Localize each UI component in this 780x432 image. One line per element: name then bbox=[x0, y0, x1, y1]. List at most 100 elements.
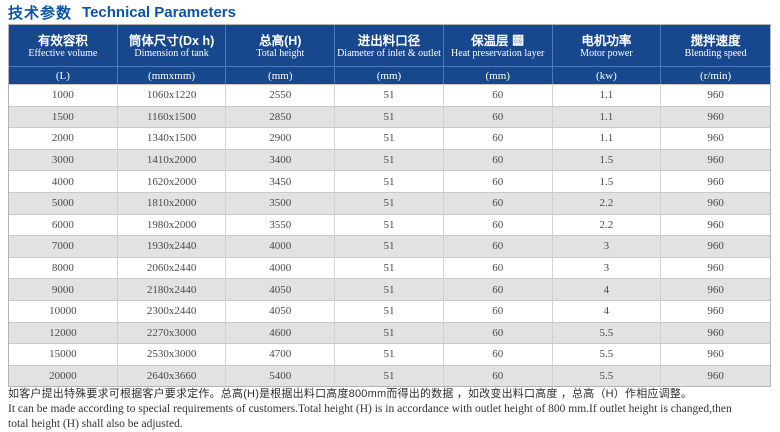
table-cell: 51 bbox=[335, 257, 444, 279]
table-cell: 60 bbox=[444, 214, 553, 236]
header-unit: (L) bbox=[55, 69, 70, 82]
table-cell: 3400 bbox=[226, 149, 336, 171]
table-cell: 60 bbox=[444, 279, 553, 300]
table-row: 2000 1340x1500 2900 51 60 1.1 960 bbox=[9, 127, 770, 149]
header-cell: 进出料口径 Diameter of inlet & outlet (mm) bbox=[335, 25, 444, 84]
table-cell: 4000 bbox=[9, 171, 118, 192]
table-cell: 4050 bbox=[226, 279, 336, 300]
header-label-zh: 搅拌速度 bbox=[690, 33, 741, 48]
table-row: 8000 2060x2440 4000 51 60 3 960 bbox=[9, 256, 770, 279]
table-cell: 2060x2440 bbox=[118, 257, 227, 279]
header-names: 总高(H) Total height bbox=[226, 25, 335, 67]
table-cell: 2640x3660 bbox=[118, 365, 227, 387]
header-cell: 搅拌速度 Blending speed (r/min) bbox=[661, 25, 770, 84]
table-row: 3000 1410x2000 3400 51 60 1.5 960 bbox=[9, 148, 770, 171]
table-cell: 4 bbox=[553, 279, 662, 300]
footnote: 如客户提出特殊要求可根据客户要求定作。总高(H)是根据出料口高度800mm而得出… bbox=[8, 387, 774, 432]
table-header-row: 有效容积 Effective volume (L) 筒体尺寸(Dx h) Dimensi… bbox=[9, 25, 770, 84]
header-names: 进出料口径 Diameter of inlet & outlet bbox=[335, 25, 443, 67]
page-title-en: Technical Parameters bbox=[82, 3, 236, 21]
header-label-zh: 筒体尺寸(Dx h) bbox=[128, 33, 215, 48]
header-names: 有效容积 Effective volume bbox=[9, 25, 117, 67]
table-cell: 51 bbox=[335, 300, 444, 322]
header-unit: (mm) bbox=[485, 69, 510, 82]
table-cell: 60 bbox=[444, 344, 553, 365]
table-cell: 960 bbox=[707, 89, 724, 102]
table-cell: 60 bbox=[444, 128, 553, 149]
table-cell: 60 bbox=[444, 236, 553, 257]
header-unit: (mm) bbox=[376, 69, 402, 82]
table-cell: 2530x3000 bbox=[118, 344, 227, 365]
table-cell: 8000 bbox=[9, 257, 118, 279]
table-cell: 51 bbox=[335, 322, 444, 344]
footnote-zh: 如客户提出特殊要求可根据客户要求定作。总高(H)是根据出料口高度800mm而得出… bbox=[8, 388, 693, 400]
table-cell: 51 bbox=[335, 106, 444, 128]
table-cell: 960 bbox=[707, 110, 724, 123]
table-cell: 9000 bbox=[9, 279, 118, 300]
table-cell: 1000 bbox=[9, 85, 118, 106]
table-cell: 15000 bbox=[9, 344, 118, 365]
table-cell: 5.5 bbox=[553, 322, 662, 344]
table-cell: 3 bbox=[553, 257, 662, 279]
table-cell: 2900 bbox=[226, 128, 336, 149]
table-cell: 1.5 bbox=[553, 171, 662, 192]
table-cell: 1.1 bbox=[553, 128, 662, 149]
table-cell: 4050 bbox=[226, 300, 336, 322]
table-cell: 51 bbox=[335, 279, 444, 300]
table-cell: 51 bbox=[335, 236, 444, 257]
table-cell: 51 bbox=[335, 128, 444, 149]
table-row: 9000 2180x2440 4050 51 60 4 960 bbox=[9, 278, 770, 300]
table-cell: 2.2 bbox=[553, 192, 662, 214]
table-cell: 3550 bbox=[226, 214, 336, 236]
table-cell: 960 bbox=[707, 132, 724, 145]
table-cell: 960 bbox=[707, 197, 724, 210]
table-cell: 5400 bbox=[226, 365, 336, 387]
table-cell: 60 bbox=[444, 192, 553, 214]
header-cell: 电机功率 Motor power (kw) bbox=[552, 25, 662, 84]
table-cell: 1500 bbox=[9, 106, 118, 128]
header-names: 电机功率 Motor power bbox=[552, 25, 661, 67]
header-unit: (kw) bbox=[596, 69, 617, 82]
table-cell: 960 bbox=[707, 348, 724, 361]
header-cell: 有效容积 Effective volume (L) bbox=[9, 25, 118, 84]
table-cell: 51 bbox=[335, 85, 444, 106]
table-cell: 2270x3000 bbox=[118, 322, 227, 344]
header-cell: 保温层 ▩ Heat preservation layer (mm) bbox=[443, 25, 553, 84]
table-row: 1500 1160x1500 2850 51 60 1.1 960 bbox=[9, 105, 770, 128]
table-cell: 60 bbox=[444, 365, 553, 387]
header-cell: 总高(H) Total height (mm) bbox=[226, 25, 336, 84]
table-cell: 1.1 bbox=[553, 106, 662, 128]
header-label-zh: 总高(H) bbox=[259, 33, 302, 48]
table-cell: 51 bbox=[335, 365, 444, 387]
table-cell: 1620x2000 bbox=[118, 171, 227, 192]
table-cell: 60 bbox=[444, 300, 553, 322]
table-cell: 60 bbox=[444, 171, 553, 192]
table-cell: 3450 bbox=[226, 171, 336, 192]
header-label-zh: 电机功率 bbox=[581, 33, 632, 48]
table-row: 4000 1620x2000 3450 51 60 1.5 960 bbox=[9, 170, 770, 192]
page-title: 技术参数 Technical Parameters bbox=[8, 2, 236, 22]
table-cell: 60 bbox=[444, 149, 553, 171]
header-names: 筒体尺寸(Dx h) Dimension of tank bbox=[117, 25, 226, 67]
table-cell: 1.1 bbox=[553, 85, 662, 106]
table-cell: 20000 bbox=[9, 365, 118, 387]
header-label-zh: 有效容积 bbox=[37, 33, 88, 48]
table-cell: 1060x1220 bbox=[118, 85, 227, 106]
header-label-zh: 进出料口径 bbox=[357, 33, 421, 48]
table-cell: 51 bbox=[335, 214, 444, 236]
table-cell: 4600 bbox=[226, 322, 336, 344]
table-cell: 960 bbox=[707, 305, 724, 318]
header-unit: (mmxmm) bbox=[148, 69, 196, 82]
table-cell: 960 bbox=[707, 154, 724, 167]
table-cell: 3500 bbox=[226, 192, 336, 214]
table-cell: 960 bbox=[707, 326, 724, 339]
header-names: 保温层 ▩ Heat preservation layer bbox=[443, 25, 552, 67]
table-cell: 1810x2000 bbox=[118, 192, 227, 214]
header-label-en: Total height bbox=[256, 47, 305, 59]
footnote-en-line2: total height (H) shall also be adjusted. bbox=[8, 418, 183, 430]
table-cell: 2850 bbox=[226, 106, 336, 128]
header-names: 搅拌速度 Blending speed bbox=[661, 25, 770, 67]
table-cell: 1410x2000 bbox=[118, 149, 227, 171]
table-cell: 51 bbox=[335, 192, 444, 214]
table-cell: 1.5 bbox=[553, 149, 662, 171]
